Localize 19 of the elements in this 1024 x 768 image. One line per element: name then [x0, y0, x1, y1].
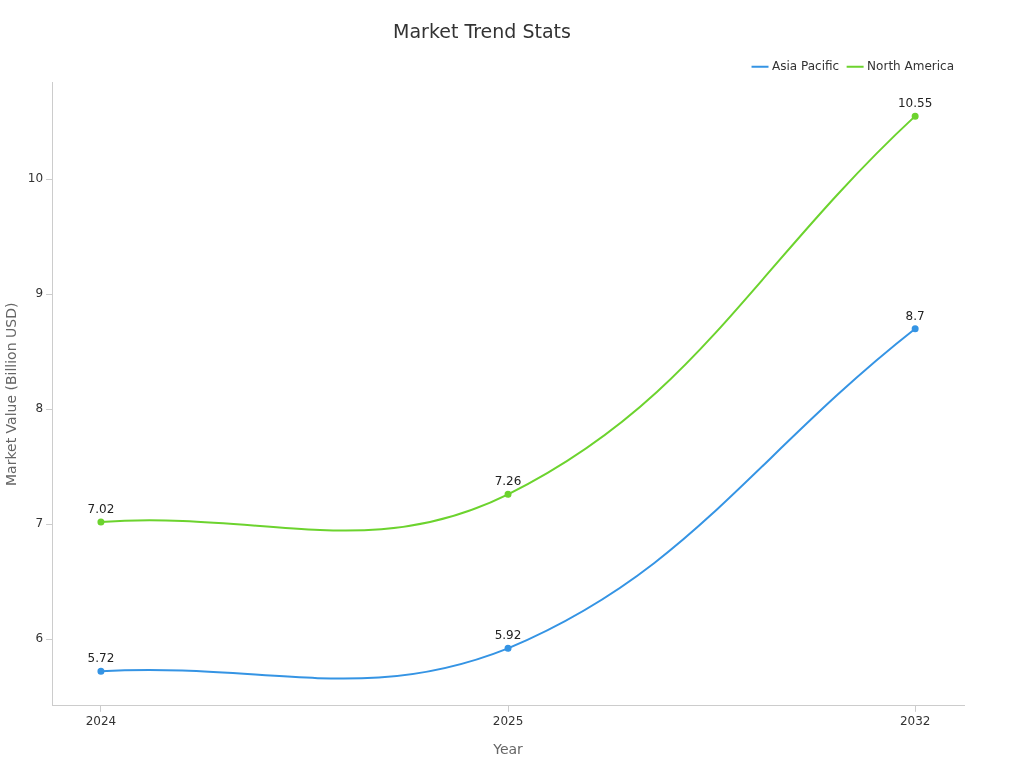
y-axis-title: Market Value (Billion USD): [3, 302, 20, 486]
data-label: 5.92: [494, 628, 522, 643]
y-tick-label: 10: [27, 171, 44, 186]
chart-title: Market Trend Stats: [393, 20, 571, 43]
y-tick-label: 6: [35, 631, 44, 646]
legend-label: Asia Pacific: [772, 58, 840, 73]
data-label: 8.7: [905, 308, 925, 323]
data-label: 10.55: [897, 96, 933, 111]
x-tick-label: 2024: [85, 714, 117, 729]
x-tick-label: 2025: [492, 714, 524, 729]
data-label: 5.72: [87, 651, 115, 666]
data-label: 7.02: [87, 502, 115, 517]
legend-label: North America: [867, 58, 955, 73]
y-tick-label: 9: [35, 286, 44, 301]
x-axis-title: Year: [492, 741, 524, 758]
y-tick-label: 8: [35, 401, 44, 416]
x-tick-label: 2032: [899, 714, 931, 729]
y-tick-label: 7: [35, 516, 44, 531]
data-label: 7.26: [494, 474, 522, 489]
